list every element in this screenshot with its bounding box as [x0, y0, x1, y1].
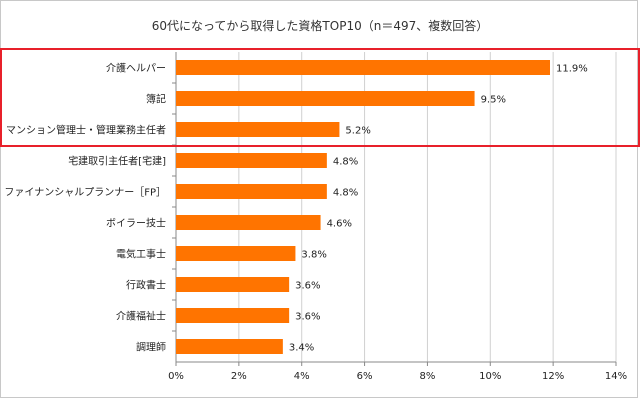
bar [176, 246, 296, 261]
bars [176, 60, 550, 354]
value-label: 4.8% [333, 188, 358, 199]
x-tick-label: 2% [231, 371, 247, 382]
bar [176, 184, 327, 199]
x-tick-label: 14% [605, 371, 627, 382]
x-tick-label: 6% [357, 371, 373, 382]
value-label: 3.6% [295, 312, 320, 323]
x-tick-label: 4% [294, 371, 310, 382]
bar [176, 91, 475, 106]
chart-title: 60代になってから取得した資格TOP10（n＝497、複数回答） [152, 18, 488, 33]
category-label: 調理師 [136, 341, 166, 354]
value-label: 3.8% [301, 250, 326, 261]
category-label: ボイラー技士 [106, 217, 166, 230]
x-tick-label: 0% [168, 371, 184, 382]
x-tick-label: 10% [479, 371, 501, 382]
highlight-box [0, 48, 640, 147]
labels: 0% 2% 4% 6% 8% 10% 12% 14% 介護ヘルパー 11.9% 簿記 9.5% マンショ… [0, 48, 640, 382]
value-label: 9.5% [481, 95, 506, 106]
value-label: 4.6% [327, 219, 352, 230]
category-label: ファイナンシャルプランナー［FP］ [4, 187, 166, 199]
category-label: マンション管理士・管理業務主任者 [6, 124, 166, 137]
bar [176, 277, 290, 292]
bar [176, 215, 321, 230]
bar [176, 339, 283, 354]
category-label: 簿記 [146, 93, 166, 106]
value-label: 3.6% [295, 281, 320, 292]
value-label: 11.9% [556, 64, 588, 75]
value-label: 3.4% [289, 343, 314, 354]
category-label: 電気工事士 [116, 248, 166, 261]
bar [176, 153, 327, 168]
bar [176, 122, 340, 137]
category-label: 行政書士 [126, 279, 166, 292]
value-label: 5.2% [345, 126, 370, 137]
x-tick-label: 8% [419, 371, 435, 382]
value-label: 4.8% [333, 157, 358, 168]
category-label: 介護ヘルパー [106, 62, 166, 75]
x-tick-label: 12% [542, 371, 564, 382]
bar [176, 60, 550, 75]
bar [176, 308, 290, 323]
category-label: 宅建取引主任者[宅建] [68, 155, 166, 168]
category-label: 介護福祉士 [116, 310, 166, 323]
